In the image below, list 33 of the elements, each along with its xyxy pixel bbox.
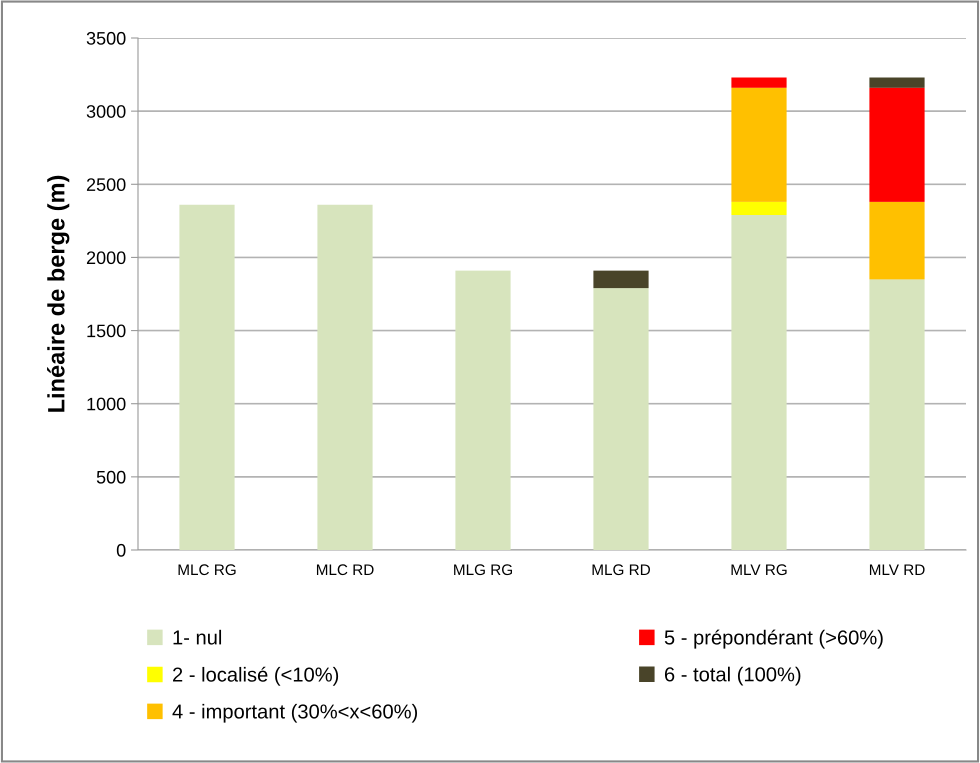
y-axis-title: Linéaire de berge (m) [47, 176, 70, 412]
x-tick-label: MLC RD [316, 564, 374, 576]
legend-label: 6 - total (100%) [664, 666, 800, 686]
bar [869, 77, 925, 88]
y-tick-label: 2500 [86, 178, 126, 192]
bar [731, 88, 787, 202]
bar [731, 202, 787, 216]
y-tick-label: 1000 [87, 398, 126, 410]
bar [593, 270, 649, 288]
x-tick-label: MLG RD [592, 564, 650, 576]
y-tick-label: 3500 [86, 32, 126, 45]
bar [455, 270, 511, 550]
legend-label: 5 - prépondérant (>60%) [664, 630, 883, 649]
bar [317, 204, 373, 550]
y-tick-label: 2000 [86, 251, 126, 264]
bar [869, 279, 925, 550]
y-tick-label: 3000 [86, 105, 126, 118]
x-tick-label: MLC RG [178, 564, 236, 576]
x-tick-label: MLG RG [454, 564, 512, 576]
legend-label: 1- nul [174, 630, 222, 645]
legend-label: 4 - important (30%<x<60%) [172, 704, 418, 723]
y-tick-label: 1500 [87, 324, 126, 338]
bar [731, 215, 787, 550]
bar [869, 88, 925, 202]
bar [731, 77, 787, 88]
x-tick-label: MLV RG [732, 564, 787, 576]
legend-label: 2 - localisé (<10%) [173, 666, 338, 686]
y-tick-label: 0 [116, 544, 126, 557]
bar [179, 204, 235, 550]
x-tick-label: MLV RD [870, 564, 925, 575]
y-tick-label: 500 [96, 470, 126, 484]
bar [593, 288, 649, 550]
bar [869, 202, 925, 280]
